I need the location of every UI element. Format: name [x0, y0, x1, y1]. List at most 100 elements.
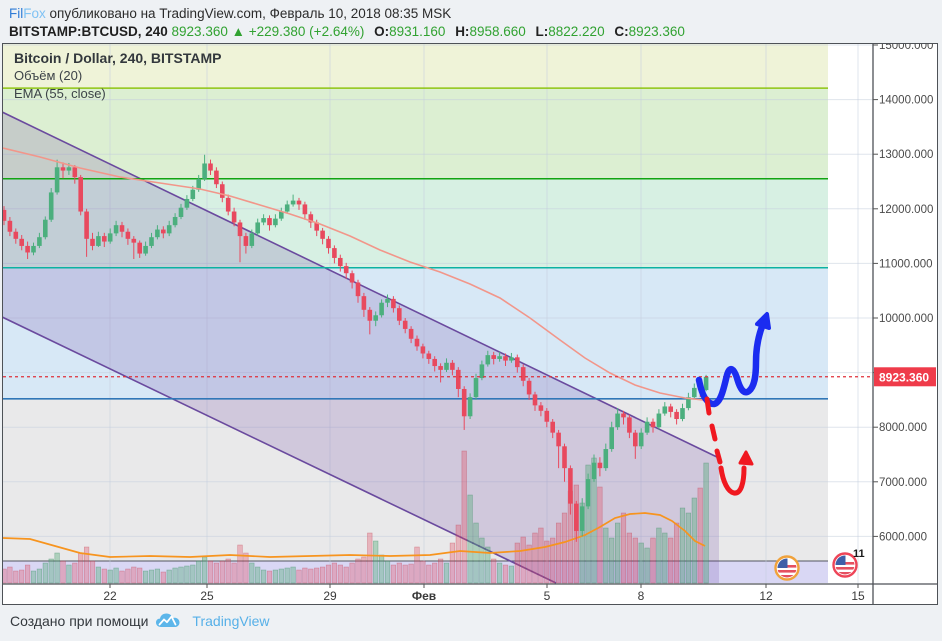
time-tick-label[interactable]: 22: [103, 589, 117, 603]
event-count-badge: 11: [853, 548, 865, 560]
candle-body: [591, 462, 597, 480]
author-name-2[interactable]: Fox: [23, 6, 46, 21]
price-chart[interactable]: 15000.000 14000.000 13000.000 12000.000 1100…: [0, 40, 937, 604]
candle-body: [66, 167, 72, 171]
volume-bar: [461, 450, 467, 584]
candle-body: [225, 197, 231, 212]
candle-body: [603, 449, 609, 469]
volume-bar: [437, 558, 444, 584]
candle-body: [379, 302, 384, 316]
price-tick-label[interactable]: 13000.000: [879, 149, 933, 161]
volume-bar: [384, 560, 391, 584]
price-tick-label[interactable]: 15000.000: [879, 40, 933, 52]
price-tick-label[interactable]: 8000.000: [879, 422, 927, 434]
bearish-arrow-dashes[interactable]: [704, 396, 723, 465]
volume-bar: [526, 544, 532, 584]
volume-bar: [19, 569, 25, 584]
candle-body: [491, 355, 496, 359]
volume-bar: [638, 542, 644, 584]
symbol-label[interactable]: BITSTAMP:BTCUSD, 240: [9, 24, 168, 39]
candle-body: [408, 328, 414, 339]
time-tick-label[interactable]: 25: [200, 589, 214, 603]
time-tick-label[interactable]: 8: [638, 589, 645, 603]
volume-bar: [538, 527, 544, 584]
time-tick-label[interactable]: 15: [851, 589, 865, 603]
volume-bar: [172, 567, 178, 584]
volume-bar: [331, 562, 338, 584]
candle-body: [456, 369, 461, 389]
volume-bar: [101, 568, 107, 584]
bearish-arrow-head[interactable]: [738, 450, 754, 466]
volume-bar: [302, 567, 308, 584]
candle-body: [314, 222, 319, 231]
candle-body: [296, 200, 302, 205]
candle-body: [574, 503, 579, 531]
volume-bar: [467, 494, 473, 584]
volume-bar: [325, 564, 332, 584]
volume-bar: [644, 547, 650, 584]
volume-bar: [337, 564, 343, 584]
volume-bar: [266, 570, 273, 584]
volume-bar: [614, 522, 621, 584]
bearish-arrow-hook[interactable]: [718, 465, 747, 496]
published-text: опубликовано на TradingView.com, Февраль…: [45, 6, 452, 21]
volume-bar: [597, 486, 603, 584]
candle-body: [273, 218, 278, 226]
candle-body: [13, 231, 19, 239]
volume-bar: [13, 570, 19, 584]
price-tick-label[interactable]: 14000.000: [879, 95, 933, 107]
volume-bar: [1, 568, 7, 584]
candle-body: [72, 167, 78, 178]
candle-body: [25, 245, 30, 253]
candle-body: [615, 413, 620, 428]
volume-bar: [408, 563, 414, 584]
volume-bar: [662, 532, 668, 584]
channel-lower-line[interactable]: [0, 315, 557, 584]
trend-channel-fill[interactable]: [0, 111, 719, 583]
flag-canton-icon: [835, 555, 846, 565]
candle-body: [249, 233, 255, 246]
volume-bar: [308, 568, 314, 584]
bullish-arrow-drawing[interactable]: [695, 320, 767, 408]
flag-stripe: [835, 567, 855, 570]
candle-body: [650, 421, 656, 428]
time-tick-label[interactable]: 12: [759, 589, 773, 603]
candle-body: [627, 417, 632, 433]
volume-bar: [426, 564, 432, 584]
price-tick-label[interactable]: 12000.000: [879, 204, 933, 216]
candle-body: [633, 432, 638, 447]
candle-body: [267, 218, 272, 226]
volume-bar: [314, 567, 320, 584]
price-tick-label[interactable]: 7000.000: [879, 477, 927, 489]
candle-body: [668, 406, 673, 412]
candle-body: [190, 189, 196, 199]
volume-bar: [502, 564, 509, 584]
volume-bar: [260, 569, 267, 584]
zone-band-0: [3, 44, 828, 89]
bullish-arrow-head[interactable]: [755, 312, 771, 330]
price-tick-label[interactable]: 6000.000: [879, 531, 927, 543]
candle-body: [7, 220, 13, 232]
time-tick-label[interactable]: 29: [323, 589, 337, 603]
zone-band-3: [3, 267, 828, 399]
tradingview-link[interactable]: TradingView: [192, 612, 270, 629]
volume-bar: [485, 546, 491, 584]
price-tick-label[interactable]: 11000.000: [879, 258, 933, 270]
price-tick-label[interactable]: 10000.000: [879, 313, 933, 325]
volume-bar: [349, 562, 355, 584]
publish-header: FilFox опубликовано на TradingView.com, …: [9, 6, 451, 21]
candle-body: [320, 230, 325, 239]
zone-band-1: [3, 88, 828, 179]
volume-bar: [396, 562, 402, 584]
volume-bar: [367, 532, 373, 584]
volume-bar: [378, 554, 385, 584]
author-name[interactable]: Fil: [9, 6, 24, 21]
volume-bar: [196, 560, 202, 584]
candle-body: [284, 204, 290, 212]
time-tick-label[interactable]: 5: [544, 589, 551, 603]
time-tick-label[interactable]: Фев: [412, 589, 436, 603]
candle-body: [107, 233, 113, 242]
volume-bar: [544, 540, 550, 584]
volume-bar: [656, 527, 662, 584]
volume-bar: [243, 552, 249, 584]
